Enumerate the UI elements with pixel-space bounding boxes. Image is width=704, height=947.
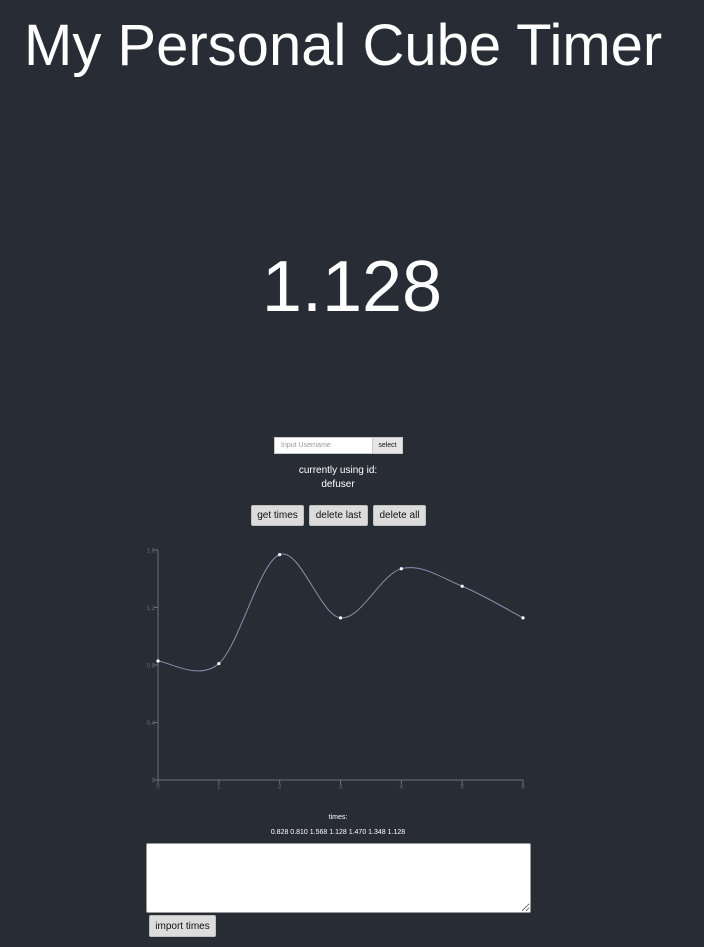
current-id-value: defuser <box>321 479 355 490</box>
x-tick-label: 3 <box>339 785 343 791</box>
page-title: My Personal Cube Timer <box>24 13 663 78</box>
x-tick-label: 5 <box>460 785 464 791</box>
data-point <box>399 567 403 571</box>
y-tick-label: 1.6 <box>147 549 156 555</box>
get-times-button[interactable]: get times <box>251 505 304 526</box>
x-tick-label: 6 <box>521 785 525 791</box>
times-label: times: <box>328 814 348 821</box>
x-tick-label: 1 <box>217 785 221 791</box>
times-series-line <box>157 553 524 672</box>
data-point <box>156 659 160 663</box>
import-times-textarea[interactable] <box>146 843 531 913</box>
delete-all-button[interactable]: delete all <box>373 505 426 526</box>
data-point <box>521 616 525 620</box>
timer-display[interactable]: 1.128 <box>261 247 443 327</box>
y-tick-label: 1.2 <box>147 606 156 612</box>
data-point <box>460 584 464 588</box>
data-point <box>217 661 221 666</box>
select-user-button[interactable]: select <box>372 437 403 454</box>
y-tick-label: 0.8 <box>147 664 156 670</box>
x-tick-label: 4 <box>400 785 404 791</box>
import-times-button[interactable]: import times <box>149 915 216 937</box>
username-input[interactable] <box>274 437 372 454</box>
y-tick-label: 0.4 <box>147 721 156 727</box>
x-tick-label: 2 <box>278 785 282 791</box>
delete-last-button[interactable]: delete last <box>309 505 368 526</box>
data-point <box>278 553 282 557</box>
current-id-label: currently using id: <box>298 465 378 476</box>
x-tick-label: 0 <box>156 785 160 791</box>
y-tick-label: 0 <box>152 779 156 785</box>
times-values: 0.828 0.810 1.568 1.128 1.470 1.348 1.12… <box>270 829 406 836</box>
data-point <box>338 616 343 620</box>
username-form: select <box>274 437 403 454</box>
